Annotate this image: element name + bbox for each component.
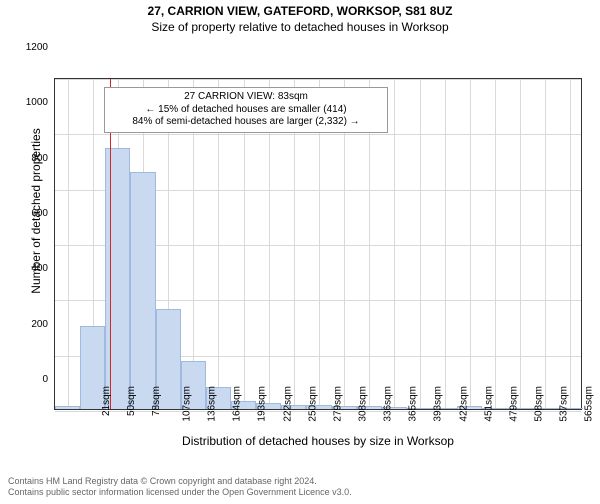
histogram-bar xyxy=(55,406,80,409)
x-tick-label: 537sqm xyxy=(559,386,570,422)
x-tick-label: 393sqm xyxy=(433,386,444,422)
grid-line-v xyxy=(394,79,395,409)
x-tick-label: 565sqm xyxy=(584,386,595,422)
chart-container: 27, CARRION VIEW, GATEFORD, WORKSOP, S81… xyxy=(0,4,600,504)
x-tick-label: 365sqm xyxy=(408,386,419,422)
grid-line-v xyxy=(520,79,521,409)
annotation-box: 27 CARRION VIEW: 83sqm ← 15% of detached… xyxy=(104,87,388,133)
grid-line-v xyxy=(445,79,446,409)
x-tick-label: 164sqm xyxy=(232,386,243,422)
x-tick-label: 479sqm xyxy=(508,386,519,422)
x-tick-label: 422sqm xyxy=(458,386,469,422)
x-tick-label: 279sqm xyxy=(332,386,343,422)
x-tick-label: 451sqm xyxy=(483,386,494,422)
footer-line2: Contains public sector information licen… xyxy=(8,487,352,498)
page-subtitle: Size of property relative to detached ho… xyxy=(0,20,600,34)
grid-line-h xyxy=(55,134,581,135)
histogram-bar xyxy=(130,172,155,409)
x-tick-label: 508sqm xyxy=(534,386,545,422)
page-title: 27, CARRION VIEW, GATEFORD, WORKSOP, S81… xyxy=(0,4,600,18)
x-tick-label: 107sqm xyxy=(182,386,193,422)
x-axis-label: Distribution of detached houses by size … xyxy=(54,434,582,448)
x-tick-label: 336sqm xyxy=(383,386,394,422)
x-tick-label: 193sqm xyxy=(257,386,268,422)
x-tick-label: 308sqm xyxy=(358,386,369,422)
x-tick-label: 78sqm xyxy=(151,386,162,416)
grid-line-v xyxy=(420,79,421,409)
x-tick-label: 222sqm xyxy=(282,386,293,422)
grid-line-h xyxy=(55,79,581,80)
grid-line-v xyxy=(470,79,471,409)
annotation-line3: 84% of semi-detached houses are larger (… xyxy=(111,116,381,129)
footer-attribution: Contains HM Land Registry data © Crown c… xyxy=(8,476,352,498)
x-tick-label: 136sqm xyxy=(207,386,218,422)
grid-line-v xyxy=(495,79,496,409)
footer-line1: Contains HM Land Registry data © Crown c… xyxy=(8,476,352,487)
x-tick-label: 50sqm xyxy=(126,386,137,416)
grid-line-v xyxy=(570,79,571,409)
y-axis-label: Number of detached properties xyxy=(29,41,43,381)
annotation-line1: 27 CARRION VIEW: 83sqm xyxy=(111,91,381,104)
grid-line-v xyxy=(545,79,546,409)
annotation-line2: ← 15% of detached houses are smaller (41… xyxy=(111,104,381,117)
grid-line-v xyxy=(68,79,69,409)
x-tick-label: 250sqm xyxy=(307,386,318,422)
x-tick-label: 21sqm xyxy=(101,386,112,416)
